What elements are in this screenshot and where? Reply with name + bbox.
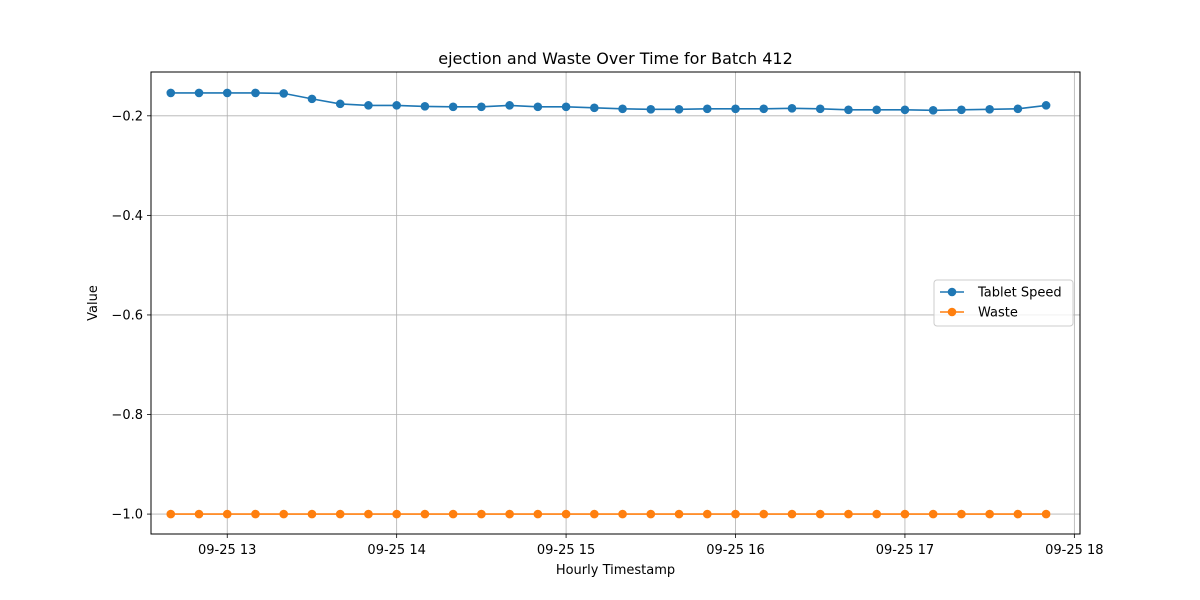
x-tick-label: 09-25 15	[537, 543, 595, 558]
series-line-tablet-speed	[170, 92, 1047, 112]
data-point-tablet-speed	[533, 102, 543, 112]
data-point-waste	[448, 509, 458, 519]
data-point-tablet-speed	[166, 88, 176, 98]
data-point-tablet-speed	[815, 104, 825, 114]
plot-area	[150, 71, 1081, 535]
data-point-waste	[561, 509, 571, 519]
data-point-waste	[702, 509, 712, 519]
data-point-tablet-speed	[900, 105, 910, 115]
data-point-tablet-speed	[477, 102, 486, 112]
data-point-tablet-speed	[957, 105, 966, 115]
data-point-waste	[392, 509, 401, 519]
data-point-waste	[985, 509, 994, 519]
data-point-waste	[646, 509, 656, 519]
series	[166, 88, 1051, 519]
data-point-tablet-speed	[646, 105, 656, 114]
x-tick-label: 09-25 16	[706, 543, 764, 558]
data-point-waste	[731, 509, 740, 519]
data-point-waste	[957, 509, 966, 519]
data-point-tablet-speed	[731, 104, 740, 114]
data-point-tablet-speed	[1041, 101, 1051, 110]
data-point-waste	[787, 509, 797, 519]
data-point-waste	[1013, 509, 1023, 519]
data-point-waste	[251, 509, 260, 519]
chart-title: ejection and Waste Over Time for Batch 4…	[438, 49, 793, 68]
x-tick-label: 09-25 13	[198, 543, 256, 558]
data-point-waste	[166, 509, 176, 519]
data-point-tablet-speed	[448, 102, 458, 112]
data-point-tablet-speed	[1013, 104, 1023, 114]
data-point-waste	[307, 509, 317, 519]
data-point-waste	[590, 509, 599, 519]
y-tick-label: −0.2	[111, 109, 143, 124]
legend-marker-tablet-speed	[947, 287, 957, 297]
data-point-waste	[505, 509, 514, 519]
data-point-tablet-speed	[251, 88, 260, 98]
data-point-waste	[618, 509, 627, 519]
legend-label-tablet-speed: Tablet Speed	[977, 286, 1062, 301]
data-point-tablet-speed	[928, 106, 938, 115]
x-axis: 09-25 13 09-25 14 09-25 15 09-25 16 09-25 17…	[198, 534, 1104, 558]
y-tick-label: −0.8	[111, 408, 143, 423]
data-point-waste	[420, 509, 430, 519]
data-point-waste	[1041, 509, 1051, 519]
legend-label-waste: Waste	[978, 306, 1018, 321]
data-point-waste	[335, 509, 345, 519]
data-point-tablet-speed	[420, 102, 430, 111]
data-point-waste	[928, 509, 938, 519]
data-point-waste	[477, 509, 486, 519]
legend-marker-waste	[947, 307, 957, 317]
data-point-waste	[533, 509, 543, 519]
data-point-tablet-speed	[590, 103, 599, 113]
data-point-tablet-speed	[561, 102, 571, 112]
data-point-waste	[674, 509, 684, 519]
x-axis-label: Hourly Timestamp	[556, 563, 675, 578]
data-point-tablet-speed	[335, 99, 345, 109]
data-point-waste	[759, 509, 769, 519]
data-point-tablet-speed	[194, 88, 204, 98]
data-point-tablet-speed	[674, 105, 684, 114]
x-tick-label: 09-25 18	[1045, 543, 1103, 558]
data-point-tablet-speed	[844, 105, 853, 115]
data-point-waste	[815, 509, 825, 519]
data-point-tablet-speed	[364, 101, 373, 110]
data-point-tablet-speed	[618, 104, 627, 114]
data-point-waste	[844, 509, 853, 519]
data-point-tablet-speed	[279, 89, 289, 98]
y-axis: −1.0 −0.8 −0.6 −0.4 −0.2	[111, 109, 151, 523]
data-point-tablet-speed	[702, 104, 712, 114]
data-point-waste	[900, 509, 910, 519]
data-point-tablet-speed	[985, 105, 994, 114]
y-axis-label: Value	[86, 285, 101, 321]
data-point-waste	[194, 509, 204, 519]
data-point-tablet-speed	[222, 88, 232, 98]
data-point-tablet-speed	[307, 94, 317, 104]
data-point-tablet-speed	[787, 104, 797, 113]
data-point-waste	[279, 509, 289, 519]
data-point-tablet-speed	[505, 101, 514, 110]
data-point-tablet-speed	[392, 101, 401, 110]
legend: Tablet Speed Waste	[933, 279, 1074, 327]
legend-box	[933, 279, 1074, 327]
x-tick-label: 09-25 17	[876, 543, 934, 558]
x-tick-label: 09-25 14	[367, 543, 425, 558]
data-point-waste	[364, 509, 373, 519]
data-point-waste	[222, 509, 232, 519]
y-tick-label: −0.4	[111, 209, 143, 224]
data-point-tablet-speed	[759, 104, 769, 114]
data-point-tablet-speed	[872, 105, 881, 115]
y-tick-label: −0.6	[111, 308, 143, 323]
data-point-waste	[872, 509, 881, 519]
y-tick-label: −1.0	[111, 508, 143, 523]
